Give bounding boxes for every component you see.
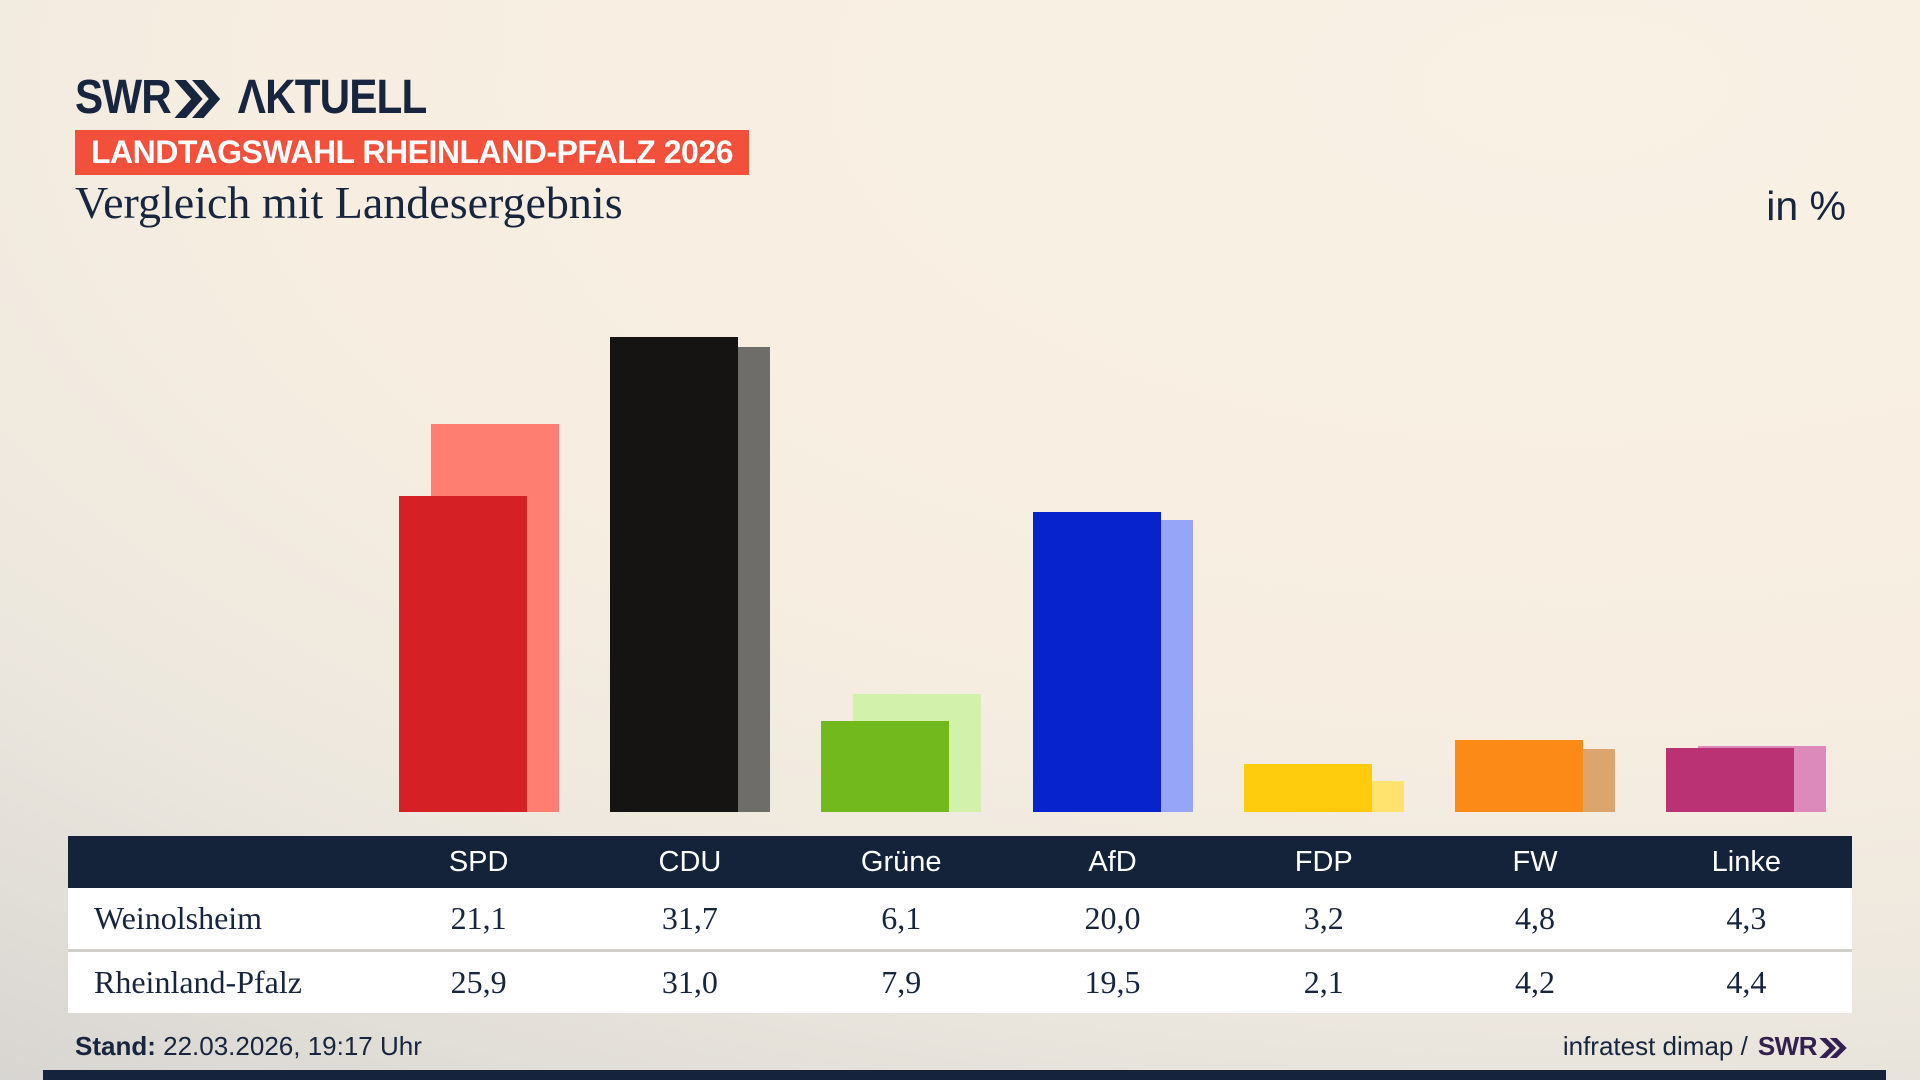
source-swr-chevron-icon bbox=[1819, 1037, 1847, 1058]
unit-label: in % bbox=[1766, 183, 1846, 229]
bar-weinolsheim-gr-ne bbox=[821, 720, 950, 812]
table-header-linke: Linke bbox=[1711, 845, 1781, 878]
table-header-gr-ne: Grüne bbox=[860, 845, 942, 878]
bar-weinolsheim-fdp bbox=[1243, 764, 1372, 812]
stand-timestamp: Stand: 22.03.2026, 19:17 Uhr bbox=[75, 1031, 422, 1062]
value-weinolsheim-fw: 4,8 bbox=[1515, 900, 1556, 936]
value-weinolsheim-linke: 4,3 bbox=[1726, 900, 1767, 936]
value-rheinland-pfalz-fw: 4,2 bbox=[1515, 964, 1556, 1000]
bar-weinolsheim-spd bbox=[398, 495, 527, 812]
table-header-fw: FW bbox=[1512, 845, 1558, 878]
table-header-cdu: CDU bbox=[658, 845, 722, 878]
source-swr-logo: SWR bbox=[1757, 1031, 1818, 1061]
value-weinolsheim-fdp: 3,2 bbox=[1303, 900, 1344, 936]
stand-value: 22.03.2026, 19:17 Uhr bbox=[155, 1031, 422, 1061]
swr-logo-text: SWR bbox=[75, 71, 172, 124]
source-credit: infratest dimap / SWR bbox=[1563, 1031, 1847, 1062]
value-rheinland-pfalz-afd: 19,5 bbox=[1084, 964, 1141, 1000]
row-label-weinolsheim: Weinolsheim bbox=[94, 900, 263, 936]
value-rheinland-pfalz-fdp: 2,1 bbox=[1303, 964, 1344, 1000]
chart-title: Vergleich mit Landesergebnis bbox=[75, 177, 623, 228]
aktuell-logo-text: ΛKTUELL bbox=[237, 71, 427, 124]
value-weinolsheim-cdu: 31,7 bbox=[661, 900, 718, 936]
table-row-1: Rheinland-Pfalz 25,9 31,0 7,9 19,5 2,1 4,2 4,4 bbox=[68, 952, 1852, 1013]
source-text: infratest dimap / bbox=[1562, 1031, 1748, 1061]
table-header-spd: SPD bbox=[448, 845, 509, 878]
table-corner-cell bbox=[68, 836, 373, 888]
value-weinolsheim-afd: 20,0 bbox=[1084, 900, 1141, 936]
value-weinolsheim-gr-ne: 6,1 bbox=[881, 900, 922, 936]
table-header-fdp: FDP bbox=[1294, 845, 1353, 878]
bar-weinolsheim-fw bbox=[1455, 740, 1584, 812]
row-label-rheinland-pfalz: Rheinland-Pfalz bbox=[94, 964, 302, 1000]
swr-double-chevron-icon bbox=[174, 80, 221, 118]
swr-aktuell-logo: SWR ΛKTUELL bbox=[75, 71, 427, 124]
value-rheinland-pfalz-cdu: 31,0 bbox=[661, 964, 718, 1000]
table-row-0: Weinolsheim 21,1 31,7 6,1 20,0 3,2 4,8 4,3 bbox=[68, 888, 1852, 952]
election-badge: LANDTAGSWAHL RHEINLAND-PFALZ 2026 bbox=[75, 130, 749, 175]
bar-weinolsheim-afd bbox=[1032, 512, 1161, 812]
bottom-progress-bar bbox=[43, 1070, 1886, 1080]
value-weinolsheim-spd: 21,1 bbox=[450, 900, 507, 936]
value-rheinland-pfalz-spd: 25,9 bbox=[450, 964, 507, 1000]
bar-weinolsheim-linke bbox=[1666, 747, 1795, 812]
election-badge-label: LANDTAGSWAHL RHEINLAND-PFALZ 2026 bbox=[91, 134, 733, 170]
stand-label: Stand: bbox=[75, 1031, 156, 1061]
value-rheinland-pfalz-gr-ne: 7,9 bbox=[881, 964, 922, 1000]
table-header-afd: AfD bbox=[1088, 845, 1137, 878]
value-rheinland-pfalz-linke: 4,4 bbox=[1726, 964, 1767, 1000]
table-header-row: SPD CDU Grüne AfD FDP FW Linke bbox=[68, 836, 1852, 888]
result-table: SPD CDU Grüne AfD FDP FW Linke Weinolsheim 21,1… bbox=[68, 836, 1852, 1013]
bar-weinolsheim-cdu bbox=[609, 336, 738, 812]
